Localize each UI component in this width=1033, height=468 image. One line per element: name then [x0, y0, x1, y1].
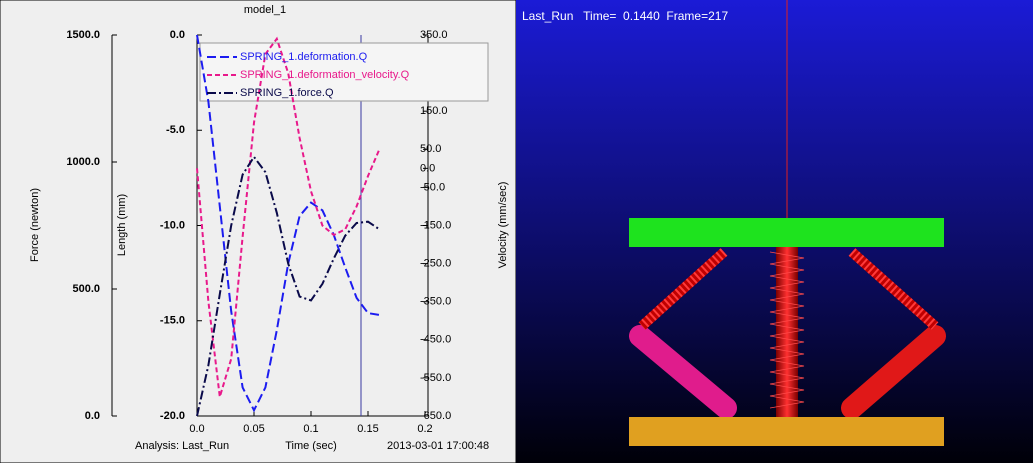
y-tick-label: -15.0: [160, 315, 185, 327]
page: model_1 Time (sec) Analysis: Last_Run 20…: [0, 0, 1033, 463]
y-tick-label: -20.0: [160, 410, 185, 422]
x-tick-label: 0.0: [189, 423, 204, 435]
y3-tick-label: 0.0: [85, 410, 100, 422]
x-tick-label: 0.1: [303, 423, 318, 435]
screen: model_1 Time (sec) Analysis: Last_Run 20…: [0, 0, 1033, 463]
y2-tick-label: -50.0: [420, 181, 445, 193]
top-plate: [629, 218, 944, 247]
y3-tick-label: 1500.0: [66, 29, 100, 41]
x-tick-label: 0.2: [417, 423, 432, 435]
y2-tick-label: -250.0: [420, 258, 451, 270]
x-axis-label: Time (sec): [285, 440, 337, 452]
y2-tick-label: -450.0: [420, 334, 451, 346]
legend-label: SPRING_1.deformation.Q: [240, 51, 368, 63]
y2-tick-label: -150.0: [420, 219, 451, 231]
y2-tick-label: 350.0: [420, 29, 448, 41]
y3-tick-label: 1000.0: [66, 156, 100, 168]
footer-left: Analysis: Last_Run: [135, 440, 229, 452]
legend-label: SPRING_1.deformation_velocity.Q: [240, 69, 410, 81]
y2-tick-label: -350.0: [420, 296, 451, 308]
x-tick-label: 0.05: [243, 423, 264, 435]
x-tick-label: 0.15: [357, 423, 378, 435]
y-tick-label: -10.0: [160, 219, 185, 231]
y-tick-label: -5.0: [166, 124, 185, 136]
y-tick-label: 0.0: [170, 29, 185, 41]
legend-label: SPRING_1.force.Q: [240, 87, 334, 99]
y2-axis-label: Velocity (mm/sec): [497, 182, 509, 269]
base-plate: [629, 417, 944, 446]
viewport-status: Last_Run Time= 0.1440 Frame=217: [522, 9, 728, 23]
footer-right: 2013-03-01 17:00:48: [387, 440, 489, 452]
y3-tick-label: 500.0: [72, 283, 100, 295]
y2-tick-label: 0.0: [420, 162, 435, 174]
y2-tick-label: -550.0: [420, 372, 451, 384]
y3-axis-label: Force (newton): [29, 188, 41, 262]
y-axis-label: Length (mm): [116, 194, 128, 256]
y2-tick-label: 150.0: [420, 105, 448, 117]
y2-tick-label: 50.0: [420, 143, 441, 155]
chart-title: model_1: [244, 4, 286, 16]
